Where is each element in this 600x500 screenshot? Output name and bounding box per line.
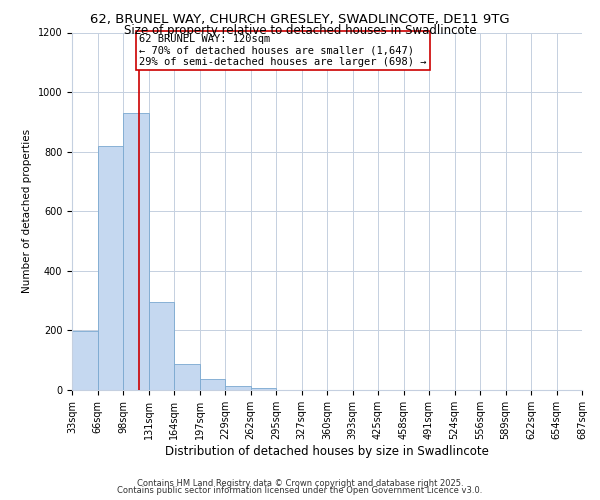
Bar [97,146,123,390]
Bar [123,113,149,390]
Bar [149,302,174,390]
Text: Contains public sector information licensed under the Open Government Licence v3: Contains public sector information licen… [118,486,482,495]
Bar [251,388,276,390]
X-axis label: Distribution of detached houses by size in Swadlincote: Distribution of detached houses by size … [165,444,489,458]
Bar [225,386,251,390]
Text: Size of property relative to detached houses in Swadlincote: Size of property relative to detached ho… [124,24,476,37]
Text: 62 BRUNEL WAY: 120sqm
← 70% of detached houses are smaller (1,647)
29% of semi-d: 62 BRUNEL WAY: 120sqm ← 70% of detached … [139,34,427,67]
Bar [72,332,97,390]
Text: 62, BRUNEL WAY, CHURCH GRESLEY, SWADLINCOTE, DE11 9TG: 62, BRUNEL WAY, CHURCH GRESLEY, SWADLINC… [90,12,510,26]
Bar [174,364,199,390]
Y-axis label: Number of detached properties: Number of detached properties [22,129,32,294]
Text: Contains HM Land Registry data © Crown copyright and database right 2025.: Contains HM Land Registry data © Crown c… [137,478,463,488]
Bar [199,379,225,390]
